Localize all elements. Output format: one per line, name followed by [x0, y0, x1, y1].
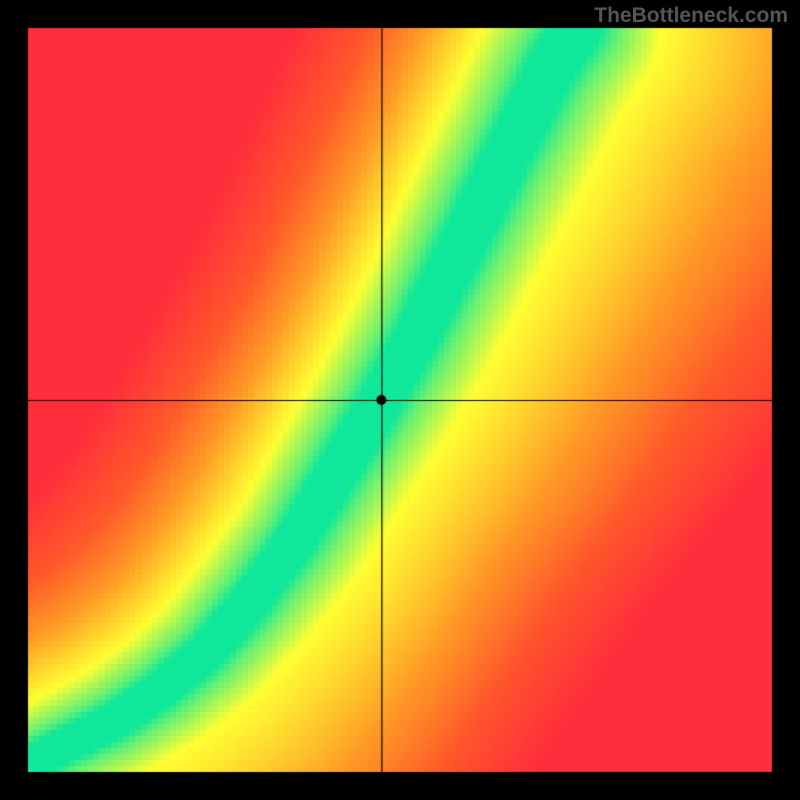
heatmap-canvas: [0, 0, 800, 800]
chart-container: TheBottleneck.com: [0, 0, 800, 800]
watermark-text: TheBottleneck.com: [594, 4, 788, 28]
